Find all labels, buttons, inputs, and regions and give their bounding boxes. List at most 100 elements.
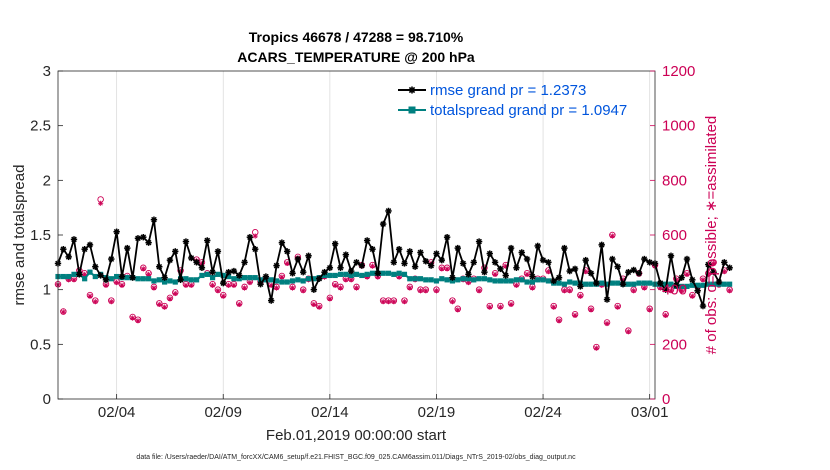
spread-point <box>279 279 285 285</box>
obs-assimilated-point <box>337 285 344 291</box>
spread-point <box>247 275 253 281</box>
spread-point <box>82 276 88 282</box>
rmse-point <box>177 276 184 284</box>
obs-assimilated-point <box>60 309 66 315</box>
spread-point <box>60 273 66 280</box>
spread-point <box>503 278 509 284</box>
obs-assimilated-point <box>289 285 296 291</box>
legend: rmse grand pr = 1.2373 totalspread grand… <box>398 82 627 119</box>
spread-point <box>209 275 216 281</box>
axis-ticks: 02/04 02/09 02/14 02/19 02/24 03/0100.511.522… <box>30 63 695 421</box>
obs-assimilated-point <box>162 304 168 310</box>
obs-assimilated-point <box>348 277 354 283</box>
obs-assimilated-point <box>87 293 93 299</box>
rmse-point <box>566 267 573 275</box>
y2-axis-label: # of obs: o=possible; ∗=assimilated <box>703 116 720 355</box>
obs-assimilated-point <box>417 288 424 294</box>
spread-point <box>140 276 146 282</box>
rmse-point <box>188 254 195 262</box>
rmse-point <box>721 259 728 266</box>
spread-point <box>231 276 237 282</box>
spread-point <box>92 273 98 280</box>
obs-assimilated-point <box>284 260 290 267</box>
rmse-point <box>108 255 115 263</box>
rmse-point <box>699 302 707 310</box>
rmse-point <box>268 297 275 304</box>
spread-point <box>268 277 274 283</box>
y-axis-label: rmse and totalspread <box>11 165 28 306</box>
rmse-point <box>246 233 254 241</box>
spread-point <box>135 276 141 282</box>
obs-assimilated-point <box>353 285 360 291</box>
obs-assimilated-point <box>711 260 717 267</box>
rmse-point <box>156 263 163 270</box>
x-tick-label: 02/04 <box>98 404 136 421</box>
rmse-point <box>81 246 88 253</box>
spread-point <box>476 276 482 282</box>
rmse-point <box>545 259 552 266</box>
spread-point <box>695 282 701 288</box>
spread-point <box>332 272 338 279</box>
obs-assimilated-point <box>684 271 690 277</box>
rmse-point <box>252 246 259 253</box>
obs-assimilated-point <box>727 288 733 294</box>
spread-point <box>215 271 221 277</box>
obs-assimilated-point <box>151 285 157 291</box>
rmse-point <box>97 272 104 279</box>
obs-assimilated-point <box>513 282 520 288</box>
obs-assimilated-point <box>449 299 456 305</box>
spread-point <box>705 281 711 287</box>
x-tick-label: 02/09 <box>204 404 242 421</box>
obs-assimilated-point <box>668 288 674 294</box>
rmse-point <box>577 283 584 290</box>
y2-tick-label: 600 <box>662 227 687 244</box>
spread-point <box>471 277 477 283</box>
rmse-point <box>427 262 435 269</box>
obs-assimilated-point <box>311 301 317 308</box>
rmse-point <box>118 273 126 280</box>
rmse-point <box>401 260 408 267</box>
rmse-point <box>507 244 515 252</box>
spread-point <box>689 282 695 288</box>
spread-point <box>343 271 349 277</box>
obs-assimilated-point <box>476 288 482 294</box>
obs-assimilated-point <box>487 304 493 310</box>
spread-point <box>353 271 360 277</box>
spread-point <box>146 276 152 282</box>
obs-assimilated-point <box>433 288 440 294</box>
rmse-point <box>395 246 403 253</box>
rmse-point <box>657 279 664 287</box>
spread-point <box>455 277 461 283</box>
rmse-point <box>646 259 653 266</box>
spread-point <box>588 281 594 287</box>
spread-point <box>711 281 717 287</box>
spread-point <box>444 277 450 283</box>
rmse-point <box>715 278 723 286</box>
rmse-point <box>641 255 648 263</box>
plot-area <box>58 71 655 399</box>
rmse-point <box>305 252 312 259</box>
spread-point <box>321 272 328 279</box>
obs-assimilated-point <box>300 288 306 294</box>
spread-point <box>284 279 290 285</box>
rmse-point <box>550 277 557 285</box>
legend-rmse-marker <box>408 86 416 94</box>
rmse-point <box>315 275 323 282</box>
obs-assimilated-point <box>551 304 557 310</box>
obs-assimilated-point <box>332 282 338 288</box>
obs-assimilated-point <box>700 277 706 283</box>
rmse-point <box>385 207 392 215</box>
obs-assimilated-point <box>524 271 530 277</box>
chart-subtitle: ACARS_TEMPERATURE @ 200 hPa <box>237 49 475 65</box>
rmse-point <box>582 256 589 264</box>
spread-point <box>625 281 631 287</box>
rmse-point <box>603 296 611 303</box>
rmse-point <box>598 241 605 249</box>
spread-point <box>156 277 162 283</box>
obs-assimilated-point <box>647 307 653 313</box>
rmse-point <box>481 268 488 276</box>
spread-point <box>497 278 504 284</box>
rmse-point <box>422 258 429 265</box>
obs-assimilated-point <box>679 288 685 294</box>
spread-point <box>647 280 653 286</box>
